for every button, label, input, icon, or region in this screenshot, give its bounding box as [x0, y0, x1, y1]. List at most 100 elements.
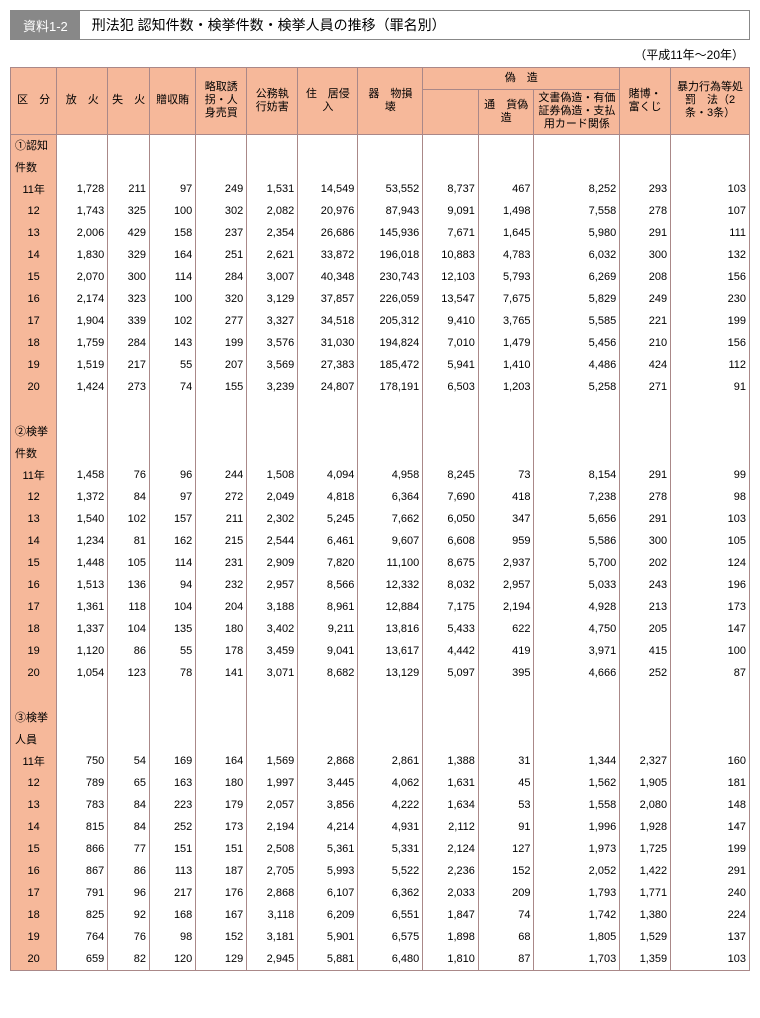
data-cell: 284 [196, 266, 247, 288]
empty-cell [423, 684, 479, 706]
year-label: 14 [11, 244, 57, 266]
data-cell: 9,410 [423, 310, 479, 332]
data-cell: 7,662 [358, 508, 423, 530]
data-cell: 2,957 [247, 574, 298, 596]
data-cell: 77 [108, 838, 150, 860]
data-cell: 1,388 [423, 750, 479, 772]
data-cell: 2,937 [478, 552, 534, 574]
data-cell: 2,080 [620, 794, 671, 816]
data-cell: 5,522 [358, 860, 423, 882]
data-cell: 114 [149, 552, 195, 574]
data-cell: 1,531 [247, 178, 298, 200]
data-cell: 7,558 [534, 200, 620, 222]
data-cell: 249 [620, 288, 671, 310]
empty-cell [358, 134, 423, 156]
data-cell: 65 [108, 772, 150, 794]
data-cell: 6,209 [298, 904, 358, 926]
empty-cell [478, 134, 534, 156]
data-cell: 91 [671, 376, 750, 398]
data-cell: 91 [478, 816, 534, 838]
data-cell: 419 [478, 640, 534, 662]
data-cell: 148 [671, 794, 750, 816]
section-label: 件数 [11, 442, 57, 464]
empty-cell [108, 684, 150, 706]
data-cell: 1,743 [57, 200, 108, 222]
empty-cell [358, 706, 423, 728]
col-category: 区 分 [11, 68, 57, 135]
data-cell: 194,824 [358, 332, 423, 354]
data-cell: 1,054 [57, 662, 108, 684]
year-label: 11年 [11, 464, 57, 486]
col-kidnap: 略取誘拐・人身売買 [196, 68, 247, 135]
empty-cell [671, 134, 750, 156]
data-cell: 99 [671, 464, 750, 486]
data-cell: 169 [149, 750, 195, 772]
data-cell: 164 [196, 750, 247, 772]
data-cell: 86 [108, 640, 150, 662]
data-cell: 180 [196, 618, 247, 640]
empty-cell [298, 134, 358, 156]
data-cell: 8,154 [534, 464, 620, 486]
empty-cell [247, 684, 298, 706]
data-cell: 53 [478, 794, 534, 816]
data-cell: 6,032 [534, 244, 620, 266]
data-cell: 4,958 [358, 464, 423, 486]
data-cell: 347 [478, 508, 534, 530]
year-label: 19 [11, 926, 57, 948]
data-cell: 5,901 [298, 926, 358, 948]
data-cell: 112 [671, 354, 750, 376]
year-label: 11年 [11, 750, 57, 772]
empty-cell [298, 398, 358, 420]
data-cell: 10,883 [423, 244, 479, 266]
data-cell: 1,973 [534, 838, 620, 860]
data-cell: 2,909 [247, 552, 298, 574]
data-cell: 750 [57, 750, 108, 772]
year-label: 16 [11, 574, 57, 596]
data-cell: 1,562 [534, 772, 620, 794]
year-label: 18 [11, 332, 57, 354]
data-cell: 291 [620, 508, 671, 530]
data-cell: 118 [108, 596, 150, 618]
empty-cell [358, 156, 423, 178]
data-cell: 103 [671, 508, 750, 530]
data-cell: 205 [620, 618, 671, 640]
empty-cell [358, 420, 423, 442]
data-cell: 221 [620, 310, 671, 332]
data-cell: 2,621 [247, 244, 298, 266]
data-cell: 211 [108, 178, 150, 200]
data-cell: 102 [149, 310, 195, 332]
data-cell: 273 [108, 376, 150, 398]
data-cell: 2,194 [247, 816, 298, 838]
data-cell: 86 [108, 860, 150, 882]
data-cell: 866 [57, 838, 108, 860]
data-cell: 230 [671, 288, 750, 310]
data-cell: 210 [620, 332, 671, 354]
data-cell: 45 [478, 772, 534, 794]
data-cell: 300 [108, 266, 150, 288]
col-negligent-fire: 失 火 [108, 68, 150, 135]
col-arson: 放 火 [57, 68, 108, 135]
data-cell: 173 [196, 816, 247, 838]
data-cell: 105 [671, 530, 750, 552]
data-cell: 1,928 [620, 816, 671, 838]
data-cell: 8,737 [423, 178, 479, 200]
data-cell: 2,544 [247, 530, 298, 552]
data-cell: 105 [108, 552, 150, 574]
data-cell: 2,236 [423, 860, 479, 882]
data-cell: 791 [57, 882, 108, 904]
data-cell: 199 [196, 332, 247, 354]
empty-cell [620, 684, 671, 706]
data-cell: 2,957 [478, 574, 534, 596]
data-cell: 87,943 [358, 200, 423, 222]
data-cell: 176 [196, 882, 247, 904]
data-cell: 272 [196, 486, 247, 508]
data-cell: 3,445 [298, 772, 358, 794]
data-cell: 127 [478, 838, 534, 860]
data-cell: 104 [108, 618, 150, 640]
year-label: 15 [11, 838, 57, 860]
empty-cell [478, 728, 534, 750]
data-cell: 783 [57, 794, 108, 816]
data-cell: 26,686 [298, 222, 358, 244]
year-label: 12 [11, 486, 57, 508]
year-label: 11年 [11, 178, 57, 200]
